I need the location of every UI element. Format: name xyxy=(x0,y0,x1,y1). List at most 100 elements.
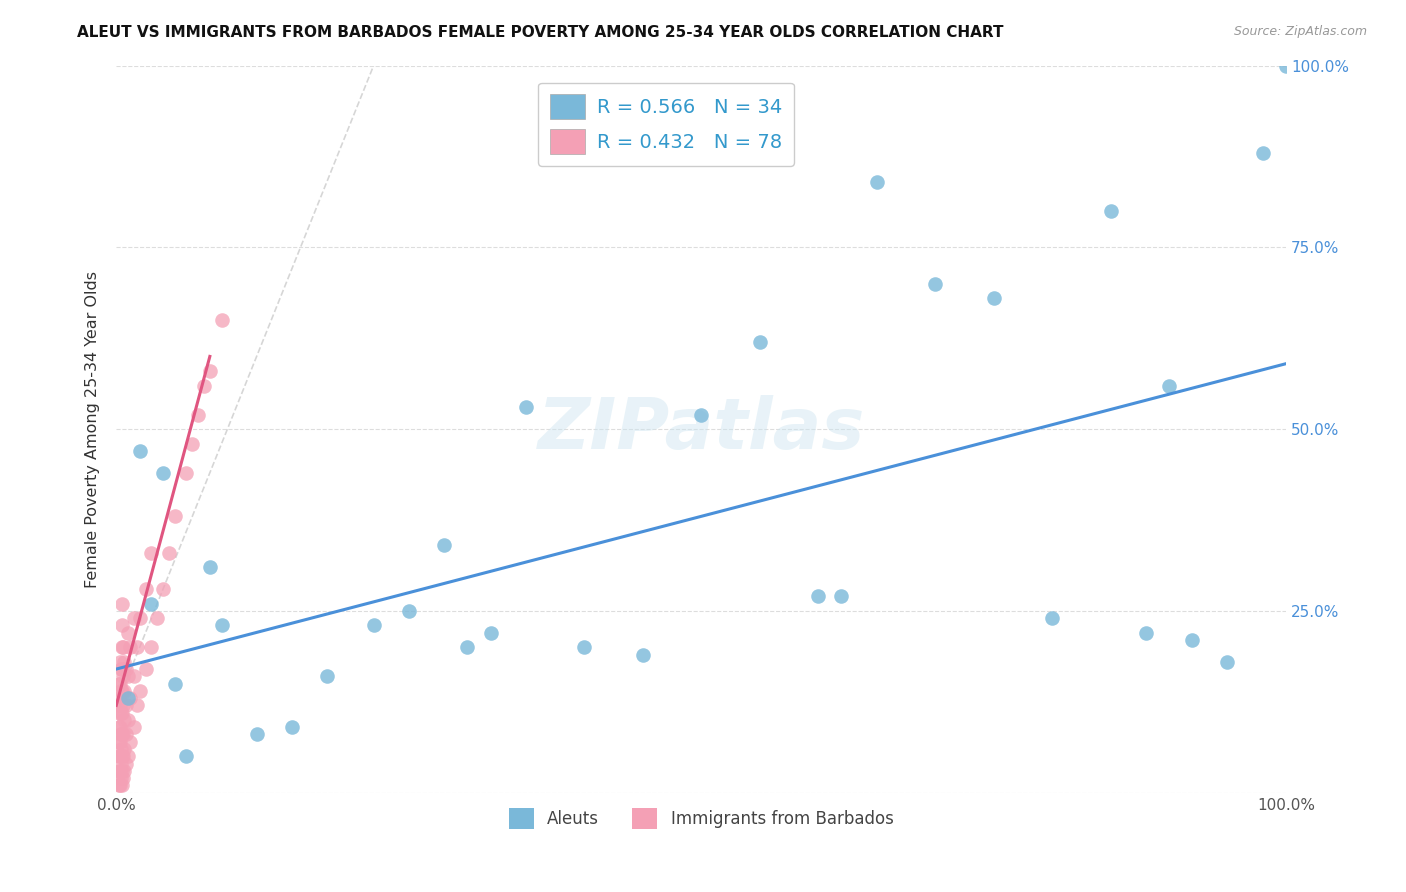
Point xyxy=(111,662,134,676)
Point xyxy=(117,625,139,640)
Point xyxy=(108,764,131,778)
Point xyxy=(134,662,156,676)
Point xyxy=(111,706,134,720)
Point xyxy=(1157,378,1180,392)
Point xyxy=(114,756,136,771)
Point xyxy=(110,727,132,741)
Point xyxy=(246,727,269,741)
Point xyxy=(1216,655,1239,669)
Point xyxy=(1181,632,1204,647)
Point xyxy=(107,676,129,690)
Point xyxy=(690,408,713,422)
Point xyxy=(111,749,134,764)
Point xyxy=(112,640,135,655)
Point xyxy=(114,727,136,741)
Point xyxy=(1275,59,1298,73)
Point xyxy=(983,291,1005,305)
Point xyxy=(198,560,221,574)
Point xyxy=(114,742,136,756)
Point xyxy=(114,764,136,778)
Point xyxy=(111,597,134,611)
Point xyxy=(111,764,134,778)
Point xyxy=(176,749,198,764)
Point xyxy=(108,698,131,713)
Point xyxy=(108,735,131,749)
Point xyxy=(107,778,129,792)
Point xyxy=(117,669,139,683)
Point xyxy=(111,778,134,792)
Point xyxy=(479,625,502,640)
Point xyxy=(152,466,174,480)
Point xyxy=(114,655,136,669)
Point xyxy=(187,408,209,422)
Point xyxy=(120,640,142,655)
Point xyxy=(107,764,129,778)
Point xyxy=(117,713,139,727)
Point xyxy=(110,742,132,756)
Point xyxy=(146,611,169,625)
Point xyxy=(924,277,946,291)
Point xyxy=(830,590,852,604)
Point xyxy=(112,771,135,785)
Point xyxy=(108,720,131,734)
Point xyxy=(120,735,142,749)
Point xyxy=(433,538,456,552)
Point xyxy=(110,662,132,676)
Point xyxy=(114,662,136,676)
Point xyxy=(1135,625,1157,640)
Point xyxy=(112,749,135,764)
Point xyxy=(211,313,233,327)
Point xyxy=(110,706,132,720)
Point xyxy=(120,691,142,706)
Point xyxy=(111,727,134,741)
Point xyxy=(122,669,145,683)
Point xyxy=(865,175,887,189)
Point xyxy=(572,640,595,655)
Point xyxy=(141,546,163,560)
Legend: Aleuts, Immigrants from Barbados: Aleuts, Immigrants from Barbados xyxy=(502,802,900,835)
Point xyxy=(127,698,149,713)
Point xyxy=(114,684,136,698)
Point xyxy=(112,669,135,683)
Point xyxy=(110,756,132,771)
Point xyxy=(134,582,156,596)
Point xyxy=(111,618,134,632)
Point xyxy=(108,749,131,764)
Point xyxy=(112,698,135,713)
Point xyxy=(110,771,132,785)
Point xyxy=(108,778,131,792)
Point xyxy=(107,706,129,720)
Point xyxy=(1099,204,1122,219)
Point xyxy=(127,640,149,655)
Point xyxy=(193,378,215,392)
Point xyxy=(181,436,204,450)
Text: ZIPatlas: ZIPatlas xyxy=(537,394,865,464)
Point xyxy=(114,713,136,727)
Point xyxy=(112,727,135,741)
Text: ALEUT VS IMMIGRANTS FROM BARBADOS FEMALE POVERTY AMONG 25-34 YEAR OLDS CORRELATI: ALEUT VS IMMIGRANTS FROM BARBADOS FEMALE… xyxy=(77,25,1004,40)
Point xyxy=(141,640,163,655)
Point xyxy=(114,698,136,713)
Point xyxy=(211,618,233,632)
Point xyxy=(108,655,131,669)
Point xyxy=(110,684,132,698)
Point xyxy=(107,691,129,706)
Point xyxy=(176,466,198,480)
Point xyxy=(122,611,145,625)
Point xyxy=(631,648,654,662)
Point xyxy=(152,582,174,596)
Point xyxy=(108,676,131,690)
Point xyxy=(141,597,163,611)
Text: Source: ZipAtlas.com: Source: ZipAtlas.com xyxy=(1233,25,1367,38)
Point xyxy=(157,546,180,560)
Point xyxy=(363,618,385,632)
Point xyxy=(163,509,186,524)
Y-axis label: Female Poverty Among 25-34 Year Olds: Female Poverty Among 25-34 Year Olds xyxy=(86,270,100,588)
Point xyxy=(107,735,129,749)
Point xyxy=(128,611,150,625)
Point xyxy=(515,401,537,415)
Point xyxy=(111,640,134,655)
Point xyxy=(107,749,129,764)
Point xyxy=(117,691,139,706)
Point xyxy=(315,669,337,683)
